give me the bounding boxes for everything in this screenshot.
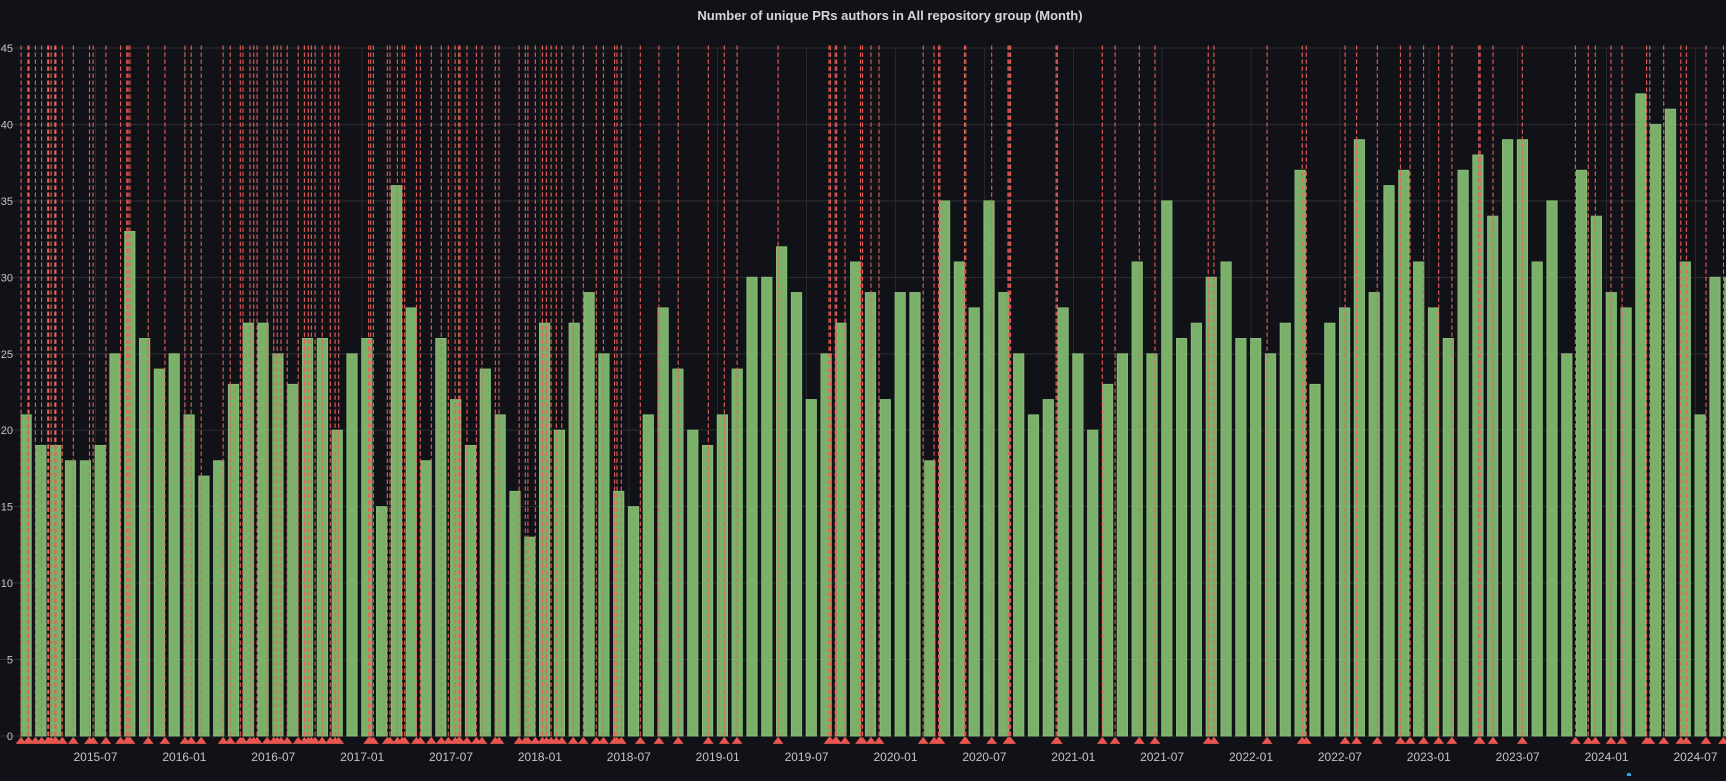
svg-text:2016-07: 2016-07 <box>251 750 295 764</box>
svg-text:5: 5 <box>7 655 13 667</box>
svg-text:2018-07: 2018-07 <box>607 750 651 764</box>
svg-text:2017-07: 2017-07 <box>429 750 473 764</box>
svg-text:0: 0 <box>7 731 13 743</box>
svg-text:2024-01: 2024-01 <box>1585 750 1629 764</box>
svg-text:2021-01: 2021-01 <box>1051 750 1095 764</box>
svg-text:35: 35 <box>1 196 13 208</box>
svg-text:2017-01: 2017-01 <box>340 750 384 764</box>
svg-text:2023-01: 2023-01 <box>1407 750 1451 764</box>
svg-text:2018-01: 2018-01 <box>518 750 562 764</box>
svg-text:30: 30 <box>1 272 13 284</box>
svg-text:45: 45 <box>1 43 13 55</box>
svg-text:15: 15 <box>1 502 13 514</box>
svg-text:2022-07: 2022-07 <box>1318 750 1362 764</box>
svg-text:2016-01: 2016-01 <box>162 750 206 764</box>
svg-text:2021-07: 2021-07 <box>1140 750 1184 764</box>
svg-text:10: 10 <box>1 578 13 590</box>
svg-text:Number of unique PRs authors i: Number of unique PRs authors in All repo… <box>697 8 1082 23</box>
svg-text:40: 40 <box>1 119 13 131</box>
svg-text:2020-07: 2020-07 <box>962 750 1006 764</box>
svg-text:2015-07: 2015-07 <box>73 750 117 764</box>
svg-text:20: 20 <box>1 425 13 437</box>
svg-text:2022-01: 2022-01 <box>1229 750 1273 764</box>
svg-text:2020-01: 2020-01 <box>873 750 917 764</box>
svg-text:2023-07: 2023-07 <box>1496 750 1540 764</box>
svg-text:2019-07: 2019-07 <box>785 750 829 764</box>
svg-text:25: 25 <box>1 349 13 361</box>
svg-text:2019-01: 2019-01 <box>696 750 740 764</box>
svg-text:2024-07: 2024-07 <box>1673 750 1717 764</box>
